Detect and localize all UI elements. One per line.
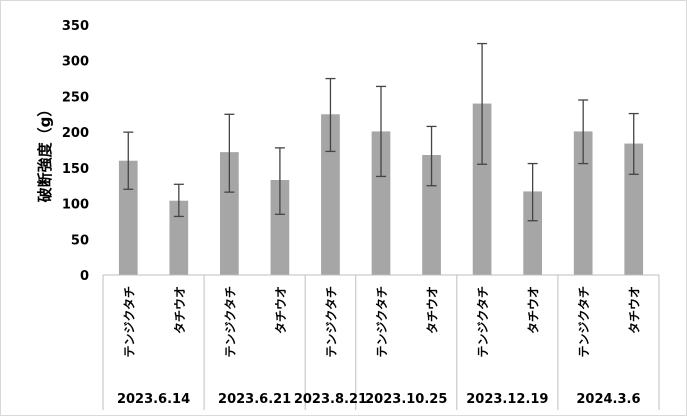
group-date-label: 2024.3.6 bbox=[576, 392, 640, 407]
error-bar bbox=[426, 125, 437, 187]
group-date-label: 2023.6.21 bbox=[218, 392, 291, 407]
error-bar bbox=[274, 147, 285, 215]
y-tick-label: 250 bbox=[62, 90, 89, 105]
bar bbox=[472, 103, 492, 275]
category-label: テンジクタチ bbox=[122, 286, 136, 358]
error-bar bbox=[578, 99, 589, 165]
bars-layer bbox=[118, 103, 644, 276]
group-date-label: 2023.6.14 bbox=[117, 392, 190, 407]
category-label: タチウオ bbox=[628, 286, 642, 334]
error-bar bbox=[173, 183, 184, 218]
category-label: タチウオ bbox=[173, 286, 187, 334]
category-label: テンジクタチ bbox=[375, 286, 389, 358]
x-axis: テンジクタチ タチウオ テンジクタチ タチウオ テンジクタチ テンジクタチ タチウオ テンジク… bbox=[102, 274, 660, 410]
error-bar bbox=[376, 85, 386, 178]
category-label: テンジクタチ bbox=[223, 286, 237, 358]
error-bars-layer bbox=[123, 42, 639, 222]
y-tick-label: 150 bbox=[62, 162, 89, 177]
category-label: タチウオ bbox=[527, 286, 541, 334]
group-date-label: 2023.12.19 bbox=[466, 392, 548, 407]
y-tick-label: 350 bbox=[62, 19, 89, 34]
error-bar bbox=[224, 113, 235, 193]
bar bbox=[573, 131, 593, 275]
y-tick-label: 300 bbox=[62, 55, 89, 70]
y-axis-label: 破断強度（g） bbox=[36, 102, 54, 203]
error-bar bbox=[628, 112, 639, 175]
y-tick-label: 200 bbox=[62, 126, 89, 141]
bar bbox=[422, 155, 441, 275]
bar bbox=[220, 152, 239, 275]
error-bar bbox=[325, 77, 336, 153]
category-label: テンジクタチ bbox=[324, 286, 338, 358]
y-tick-label: 100 bbox=[62, 198, 89, 213]
y-tick-label: 50 bbox=[71, 233, 89, 248]
bar bbox=[523, 191, 542, 275]
bar bbox=[270, 180, 290, 275]
y-axis: 0 50 100 150 200 250 300 350 bbox=[62, 19, 89, 284]
error-bar bbox=[477, 42, 488, 165]
bar bbox=[169, 200, 189, 275]
group-date-label: 2023.8.21 bbox=[294, 392, 367, 407]
category-label: テンジクタチ bbox=[476, 286, 490, 358]
y-tick-label: 0 bbox=[80, 269, 89, 284]
category-label: タチウオ bbox=[274, 286, 288, 334]
error-bar bbox=[123, 131, 134, 190]
bar bbox=[624, 143, 644, 275]
bar bbox=[321, 114, 340, 276]
bar bbox=[371, 131, 391, 275]
category-label: テンジクタチ bbox=[577, 286, 591, 358]
group-date-label: 2023.10.25 bbox=[365, 392, 447, 407]
category-label: タチウオ bbox=[426, 286, 440, 334]
error-bar bbox=[527, 162, 538, 222]
